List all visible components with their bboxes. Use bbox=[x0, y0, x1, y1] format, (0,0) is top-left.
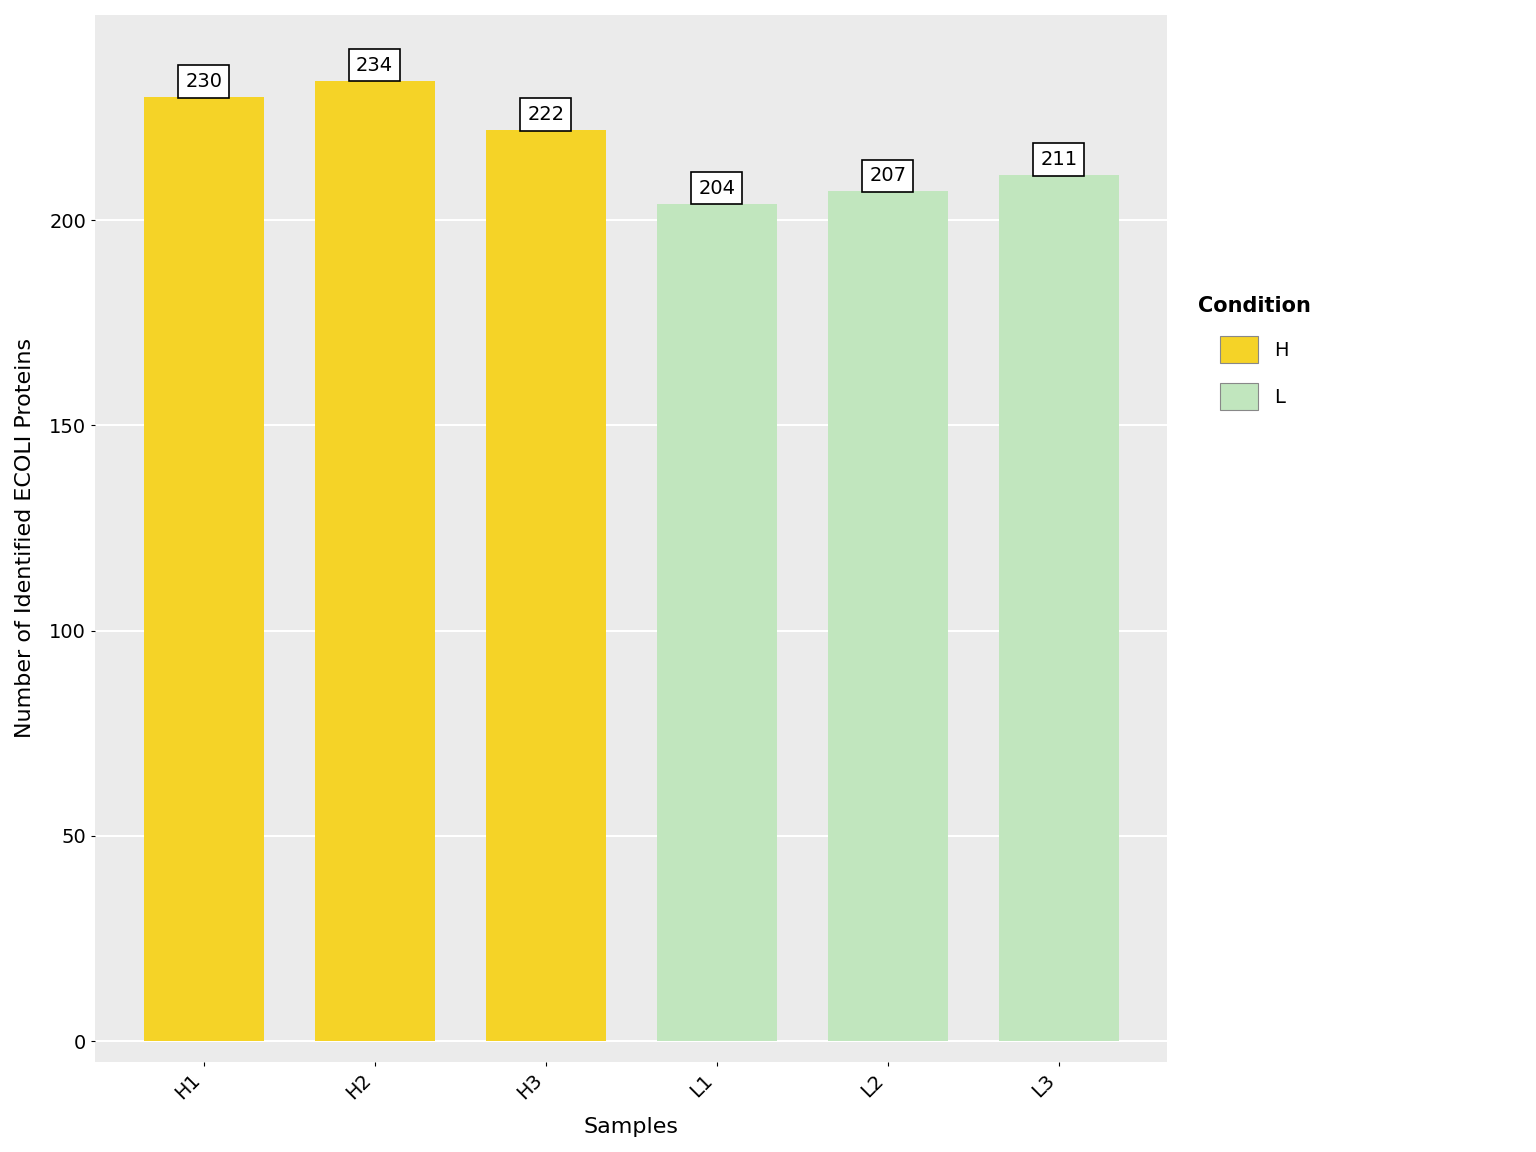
Text: 204: 204 bbox=[699, 179, 736, 198]
X-axis label: Samples: Samples bbox=[584, 1117, 679, 1137]
Bar bbox=[485, 130, 605, 1041]
Text: 222: 222 bbox=[527, 105, 564, 123]
Legend: H, L: H, L bbox=[1187, 287, 1319, 419]
Bar bbox=[315, 81, 435, 1041]
Bar bbox=[998, 175, 1118, 1041]
Text: 211: 211 bbox=[1040, 150, 1077, 169]
Bar bbox=[657, 204, 777, 1041]
Bar bbox=[828, 191, 948, 1041]
Bar bbox=[144, 97, 264, 1041]
Y-axis label: Number of Identified ECOLI Proteins: Number of Identified ECOLI Proteins bbox=[15, 339, 35, 738]
Text: 230: 230 bbox=[186, 71, 223, 91]
Text: 207: 207 bbox=[869, 166, 906, 185]
Text: 234: 234 bbox=[356, 55, 393, 75]
